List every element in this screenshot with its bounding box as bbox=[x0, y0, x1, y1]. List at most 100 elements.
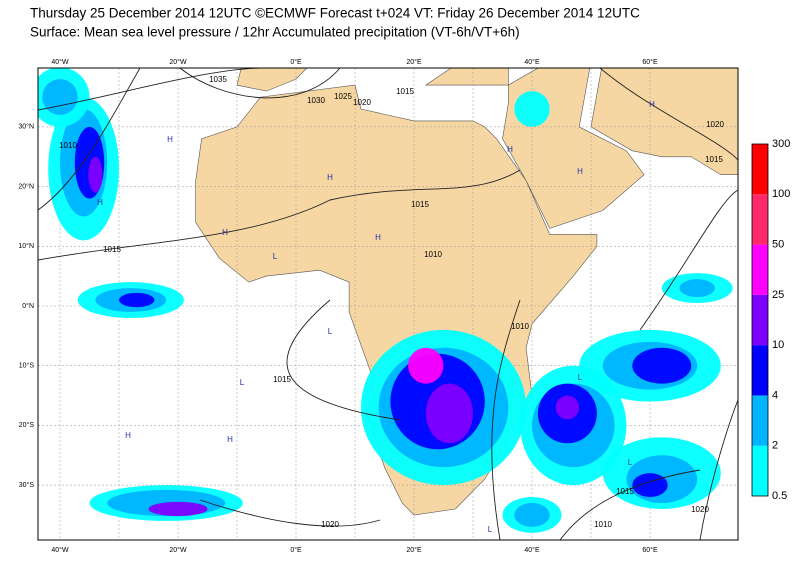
color-swatch bbox=[752, 345, 768, 396]
pressure-center: H bbox=[97, 198, 103, 207]
lon-label-bottom: 40°E bbox=[524, 546, 540, 554]
precipitation-area bbox=[408, 347, 444, 384]
isobar-label: 1010 bbox=[594, 520, 612, 529]
isobar-label: 1010 bbox=[511, 322, 529, 331]
precipitation-area bbox=[148, 501, 208, 517]
lon-label-top: 60°E bbox=[642, 58, 658, 66]
lon-label-top: 20°E bbox=[406, 58, 422, 66]
color-swatch bbox=[752, 144, 768, 195]
isobar-label: 1015 bbox=[705, 155, 723, 164]
precipitation-area bbox=[632, 347, 692, 384]
colorbar: 0.5 2 4 10 25 50 100 300 bbox=[751, 138, 790, 502]
lon-label-bottom: 60°E bbox=[642, 546, 658, 554]
colorbar-label: 2 bbox=[772, 440, 778, 452]
isobar-label: 1020 bbox=[353, 98, 371, 107]
pressure-center: H bbox=[649, 100, 655, 109]
isobar-label: 1015 bbox=[616, 487, 634, 496]
precipitation-area bbox=[555, 395, 580, 420]
pressure-center: H bbox=[577, 167, 583, 176]
colorbar-label: 100 bbox=[772, 188, 790, 200]
isobar-label: 1010 bbox=[424, 250, 442, 259]
pressure-center: L bbox=[488, 525, 493, 534]
isobar bbox=[38, 68, 141, 211]
pressure-center: L bbox=[273, 252, 278, 261]
lat-label: 10°S bbox=[19, 362, 35, 370]
isobar bbox=[286, 299, 401, 421]
color-swatch bbox=[752, 244, 768, 295]
title: Thursday 25 December 2014 12UTC ©ECMWF F… bbox=[30, 6, 640, 21]
isobar-label: 1035 bbox=[209, 75, 227, 84]
isobar bbox=[199, 499, 381, 527]
precipitation-area bbox=[632, 473, 668, 498]
colorbar-label: 25 bbox=[772, 289, 784, 301]
isobar bbox=[599, 68, 738, 161]
pressure-center: H bbox=[125, 431, 131, 440]
lon-label-top: 0°E bbox=[290, 58, 302, 66]
lon-label-bottom: 20°W bbox=[169, 546, 187, 554]
lon-label-bottom: 0°E bbox=[290, 546, 302, 554]
isobar-label: 1015 bbox=[103, 245, 121, 254]
isobar bbox=[559, 469, 701, 540]
pressure-center: L bbox=[628, 458, 633, 467]
isobar bbox=[38, 68, 261, 111]
isobar bbox=[491, 299, 521, 540]
lat-label: 20°S bbox=[19, 421, 35, 429]
precipitation-area bbox=[42, 79, 78, 115]
precipitation-area bbox=[514, 91, 550, 127]
pressure-center: H bbox=[375, 233, 381, 242]
isobar bbox=[639, 189, 738, 331]
colorbar-label: 50 bbox=[772, 238, 784, 250]
lon-label-bottom: 40°W bbox=[51, 546, 69, 554]
isobar-label: 1015 bbox=[273, 375, 291, 384]
pressure-center: L bbox=[578, 373, 583, 382]
color-swatch bbox=[752, 395, 768, 446]
isobar bbox=[179, 68, 341, 99]
color-swatch bbox=[752, 194, 768, 245]
isobar-label: 1015 bbox=[411, 200, 429, 209]
isobar-label: 1025 bbox=[334, 92, 352, 101]
isobar-label: 1020 bbox=[691, 505, 709, 514]
subtitle: Surface: Mean sea level pressure / 12hr … bbox=[30, 25, 520, 40]
lat-label: 0°N bbox=[22, 302, 34, 310]
lat-label: 30°N bbox=[18, 123, 34, 131]
pressure-center: H bbox=[222, 228, 228, 237]
color-swatch bbox=[752, 294, 768, 346]
lat-label: 20°N bbox=[18, 182, 34, 190]
pressure-center: L bbox=[240, 378, 245, 387]
land bbox=[236, 68, 308, 92]
lon-label-top: 20°W bbox=[169, 58, 187, 66]
precipitation-area bbox=[514, 503, 550, 527]
lon-label-top: 40°W bbox=[51, 58, 69, 66]
isobar-label: 1030 bbox=[307, 96, 325, 105]
lat-label: 30°S bbox=[19, 481, 35, 489]
pressure-center: H bbox=[327, 173, 333, 182]
land bbox=[424, 68, 509, 86]
colorbar-label: 4 bbox=[772, 389, 778, 401]
precipitation-area bbox=[679, 279, 715, 298]
pressure-center: H bbox=[227, 435, 233, 444]
precipitation-area bbox=[425, 383, 473, 444]
isobar bbox=[38, 169, 521, 261]
colorbar-label: 300 bbox=[772, 138, 790, 150]
isobar-label: 1020 bbox=[321, 520, 339, 529]
land bbox=[590, 68, 738, 175]
lat-label: 10°N bbox=[18, 242, 34, 250]
colorbar-frame bbox=[751, 143, 769, 497]
precipitation-area bbox=[88, 156, 103, 193]
pressure-center: H bbox=[167, 135, 173, 144]
isobar-label: 1010 bbox=[59, 141, 77, 150]
isobar bbox=[699, 399, 738, 540]
isobar-label: 1015 bbox=[396, 87, 414, 96]
map-frame bbox=[37, 67, 739, 541]
lon-label-top: 40°E bbox=[524, 58, 540, 66]
isobar-label: 1020 bbox=[706, 120, 724, 129]
precipitation-area bbox=[119, 292, 155, 308]
pressure-center: L bbox=[328, 327, 333, 336]
color-swatch bbox=[752, 445, 768, 496]
colorbar-label: 10 bbox=[772, 339, 784, 351]
pressure-center: H bbox=[507, 145, 513, 154]
colorbar-label: 0.5 bbox=[772, 490, 787, 502]
